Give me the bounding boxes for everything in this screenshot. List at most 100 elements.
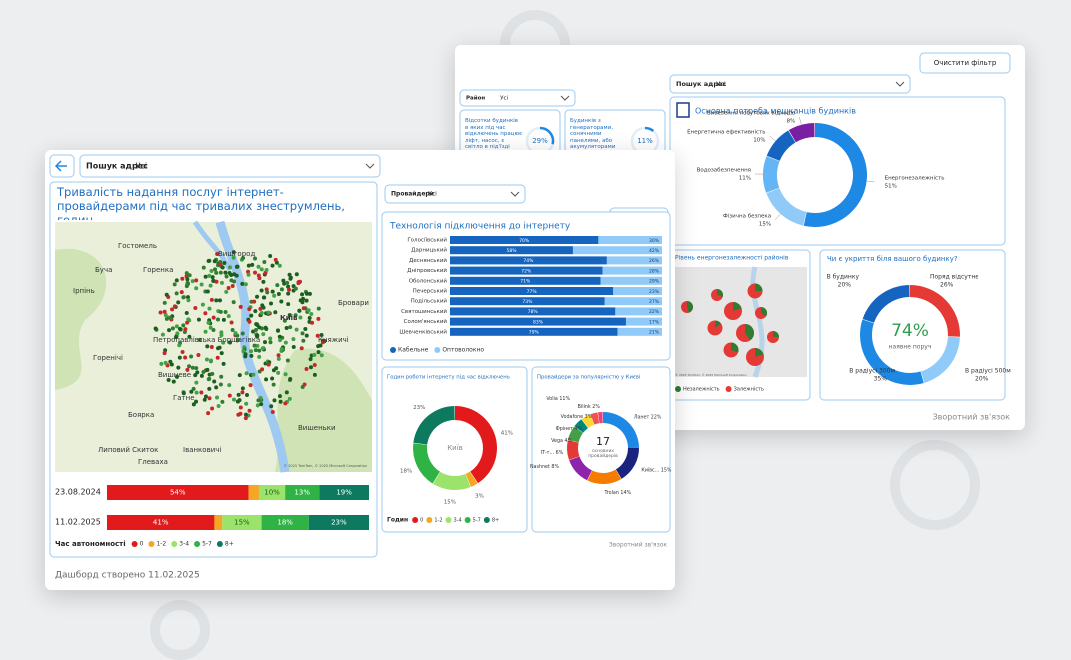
map-point xyxy=(164,361,168,365)
map-point xyxy=(205,344,209,348)
map-point xyxy=(296,281,300,285)
bar-value: 83% xyxy=(533,319,544,325)
map-point xyxy=(210,372,214,376)
map-point xyxy=(288,273,292,277)
map-point xyxy=(199,391,203,395)
map-point xyxy=(292,345,296,349)
slice-value: 6% xyxy=(556,450,564,456)
feedback-link[interactable]: Зворотний зв'язок xyxy=(932,413,1010,422)
map-point xyxy=(205,358,209,362)
legend-title: Час автономності xyxy=(55,540,126,548)
legend-label: 0 xyxy=(420,518,423,524)
bar-value: 28% xyxy=(649,268,660,274)
legend-swatch xyxy=(148,541,154,547)
slice-label: Ланет 22% xyxy=(634,414,662,420)
map-point xyxy=(235,265,239,269)
map-point xyxy=(231,328,235,332)
map-point xyxy=(260,303,264,307)
slice-value: 8% xyxy=(787,119,796,125)
dropdown-value: Усі xyxy=(716,80,726,88)
map-point xyxy=(209,326,213,330)
map-point xyxy=(248,320,252,324)
map-point xyxy=(277,357,281,361)
map-point xyxy=(238,373,242,377)
button-label: Очистити фільтр xyxy=(934,59,997,67)
slice-value: 8% xyxy=(551,464,559,470)
bar-value: 26% xyxy=(649,258,660,264)
map-point xyxy=(210,298,214,302)
segment-label: 19% xyxy=(336,489,352,497)
slice-name: Фрінет xyxy=(556,426,574,432)
map-point xyxy=(317,307,321,311)
legend-swatch xyxy=(434,347,440,353)
map-point xyxy=(205,368,209,372)
map-point xyxy=(222,261,226,265)
map-point xyxy=(249,314,253,318)
map-point xyxy=(204,394,208,398)
bar-value: 22% xyxy=(649,309,660,315)
slice-label: Фрінет 4% xyxy=(556,426,583,432)
bar-value: 73% xyxy=(522,299,533,305)
map-point xyxy=(225,275,229,279)
map-point xyxy=(237,393,241,397)
map-point xyxy=(244,413,248,417)
map-point xyxy=(249,354,253,358)
map-point xyxy=(288,325,292,329)
front-canvas: Пошук адресУсіПровайдериУсіОчистити філь… xyxy=(45,150,675,590)
category-label: Оболонський xyxy=(409,277,448,284)
map-point xyxy=(227,286,231,290)
map-point xyxy=(203,311,207,315)
map-point xyxy=(271,264,275,268)
map-point xyxy=(175,291,179,295)
map-point xyxy=(202,266,206,270)
map-point xyxy=(251,373,255,377)
map-point xyxy=(273,310,277,314)
legend-label: 1-2 xyxy=(434,518,442,524)
slice-value: 26% xyxy=(940,282,954,289)
map-point xyxy=(182,295,186,299)
map-point xyxy=(216,318,220,322)
map-point xyxy=(295,328,299,332)
slice-label: Енергонезалежність xyxy=(885,175,945,181)
back-button[interactable] xyxy=(50,155,74,177)
map-point xyxy=(277,292,281,296)
map-point xyxy=(218,263,222,267)
slice-name: Ланет xyxy=(634,414,650,420)
map-point xyxy=(189,355,193,359)
map-point xyxy=(191,279,195,283)
map-point xyxy=(163,301,167,305)
map-place-label: Бровари xyxy=(338,299,369,307)
legend-label: 5-7 xyxy=(473,518,481,524)
kpi-text: Відсотки будинків в яких під час відключ… xyxy=(465,118,523,151)
slice-label: Trolan 14% xyxy=(604,489,632,495)
map-point xyxy=(261,346,265,350)
map-point xyxy=(239,406,243,410)
map-point xyxy=(274,366,278,370)
map-point xyxy=(285,281,289,285)
legend-label: Кабельне xyxy=(398,347,429,354)
map-point xyxy=(297,309,301,313)
map-point xyxy=(216,356,220,360)
map-point xyxy=(195,391,199,395)
map-point xyxy=(271,410,275,414)
map-point xyxy=(244,352,248,356)
map-point xyxy=(308,316,312,320)
map-point xyxy=(247,307,251,311)
map-point xyxy=(172,380,176,384)
dropdown-value: Усі xyxy=(136,162,148,171)
map-point xyxy=(212,316,216,320)
bar-date: 11.02.2025 xyxy=(55,518,101,527)
map-point xyxy=(285,326,289,330)
map-point xyxy=(239,305,243,309)
map-point xyxy=(224,290,228,294)
map-point xyxy=(173,282,177,286)
feedback-link[interactable]: Зворотний зв'язок xyxy=(609,542,668,549)
slice-label: Фізична безпека xyxy=(723,213,771,219)
button[interactable]: Очистити фільтр xyxy=(920,53,1010,73)
legend-swatch xyxy=(446,517,452,523)
map-point xyxy=(256,398,260,402)
